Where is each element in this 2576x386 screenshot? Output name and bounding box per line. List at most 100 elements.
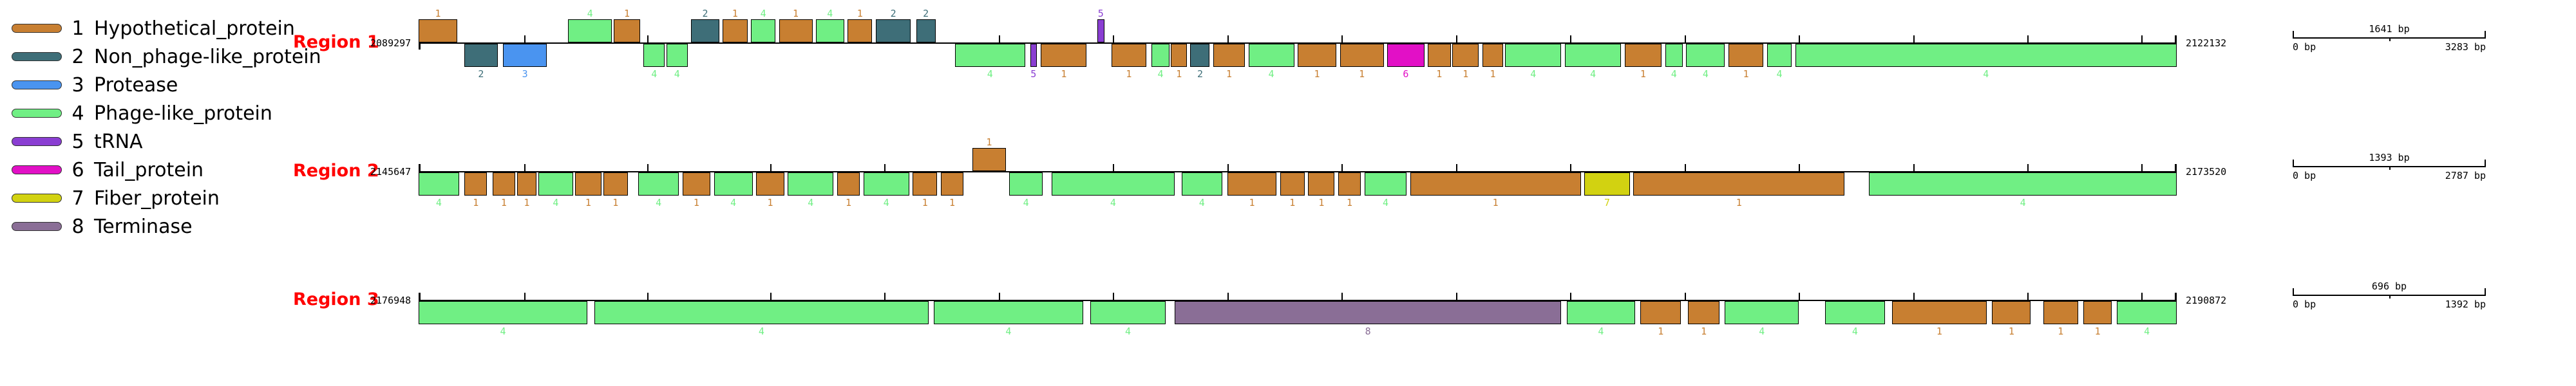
gene-box[interactable] [516,172,536,196]
gene-box[interactable] [1151,44,1170,67]
gene-box[interactable] [1090,301,1166,324]
gene-box[interactable] [723,19,748,42]
gene-box[interactable] [1248,44,1294,67]
gene-box[interactable] [1624,44,1662,67]
track-tick [1455,293,1457,301]
gene-box[interactable] [1111,44,1147,67]
gene-box[interactable] [503,44,547,67]
gene-box[interactable] [848,19,873,42]
gene-box[interactable] [1340,44,1384,67]
gene-box[interactable] [714,172,753,196]
legend-item-number: 4 [71,102,84,125]
gene-box[interactable] [1686,44,1725,67]
gene-box[interactable] [1387,44,1425,67]
gene-box[interactable] [1051,172,1175,196]
gene-box[interactable] [574,172,601,196]
gene-box[interactable] [1171,44,1187,67]
gene-box[interactable] [2043,301,2079,324]
gene-box[interactable] [1633,172,1845,196]
gene-box[interactable] [603,172,628,196]
track-tick [1799,293,1801,301]
gene-box[interactable] [750,19,776,42]
gene-box[interactable] [2083,301,2112,324]
gene-box[interactable] [1640,301,1681,324]
gene-number-label: 4 [656,197,662,208]
gene-box[interactable] [1097,19,1104,42]
gene-box[interactable] [1992,301,2031,324]
gene-box[interactable] [464,172,488,196]
gene-number-label: 1 [1463,68,1469,80]
region-title[interactable]: Region 1 [293,32,379,52]
gene-box[interactable] [419,301,588,324]
gene-box[interactable] [1428,44,1451,67]
gene-box[interactable] [1665,44,1683,67]
gene-box[interactable] [1308,172,1335,196]
gene-box[interactable] [638,172,679,196]
gene-box[interactable] [1190,44,1210,67]
gene-track: 4 4 4 4 8 4 1 1 4 4 1 1 1 1 4 [419,268,2177,337]
gene-box[interactable] [933,301,1083,324]
gene-number-label: 1 [2008,326,2014,337]
gene-box[interactable] [913,172,938,196]
gene-number-label: 1 [473,197,479,208]
gene-box[interactable] [1891,301,1987,324]
gene-box[interactable] [419,172,459,196]
gene-box[interactable] [940,172,964,196]
gene-number-label: 4 [1268,68,1274,80]
gene-number-label: 4 [987,68,993,80]
legend-item-non_phage-like_protein: 2 Non_phage-like_protein [12,42,321,71]
gene-box[interactable] [1452,44,1479,67]
gene-box[interactable] [594,301,929,324]
region-title[interactable]: Region 2 [293,161,379,181]
gene-box[interactable] [1213,44,1245,67]
gene-box[interactable] [1795,44,2177,67]
gene-box[interactable] [1041,44,1087,67]
gene-box[interactable] [614,19,640,42]
track-tick [2027,35,2029,44]
gene-box[interactable] [875,19,911,42]
gene-box[interactable] [1482,44,1504,67]
gene-box[interactable] [1564,44,1622,67]
gene-box[interactable] [837,172,860,196]
gene-box[interactable] [1566,301,1636,324]
gene-box[interactable] [815,19,844,42]
gene-box[interactable] [972,148,1006,171]
gene-box[interactable] [779,19,813,42]
gene-box[interactable] [2117,301,2177,324]
gene-box[interactable] [691,19,719,42]
gene-box[interactable] [1030,44,1037,67]
gene-box[interactable] [492,172,516,196]
gene-box[interactable] [916,19,936,42]
gene-box[interactable] [1410,172,1581,196]
gene-box[interactable] [1298,44,1337,67]
gene-box[interactable] [1181,172,1222,196]
gene-box[interactable] [1869,172,2177,196]
gene-box[interactable] [1009,172,1043,196]
gene-box[interactable] [1227,172,1277,196]
gene-box[interactable] [1280,172,1305,196]
gene-box[interactable] [1338,172,1361,196]
gene-box[interactable] [1766,44,1792,67]
gene-box[interactable] [1174,301,1562,324]
gene-box[interactable] [1825,301,1885,324]
gene-box[interactable] [1505,44,1562,67]
gene-box[interactable] [666,44,688,67]
gene-box[interactable] [538,172,574,196]
gene-box[interactable] [954,44,1025,67]
gene-box[interactable] [419,19,458,42]
gene-box[interactable] [464,44,498,67]
gene-box[interactable] [1584,172,1630,196]
gene-box[interactable] [568,19,612,42]
gene-box[interactable] [1688,301,1720,324]
gene-box[interactable] [1364,172,1407,196]
gene-box[interactable] [788,172,834,196]
gene-box[interactable] [1725,301,1799,324]
gene-box[interactable] [1728,44,1764,67]
gene-box[interactable] [756,172,784,196]
scale-bar-right-label: 3283 bp [2445,41,2486,53]
gene-box[interactable] [643,44,665,67]
gene-box[interactable] [863,172,909,196]
gene-box[interactable] [682,172,711,196]
region-title[interactable]: Region 3 [293,290,379,309]
gene-number-label: 4 [760,8,766,19]
